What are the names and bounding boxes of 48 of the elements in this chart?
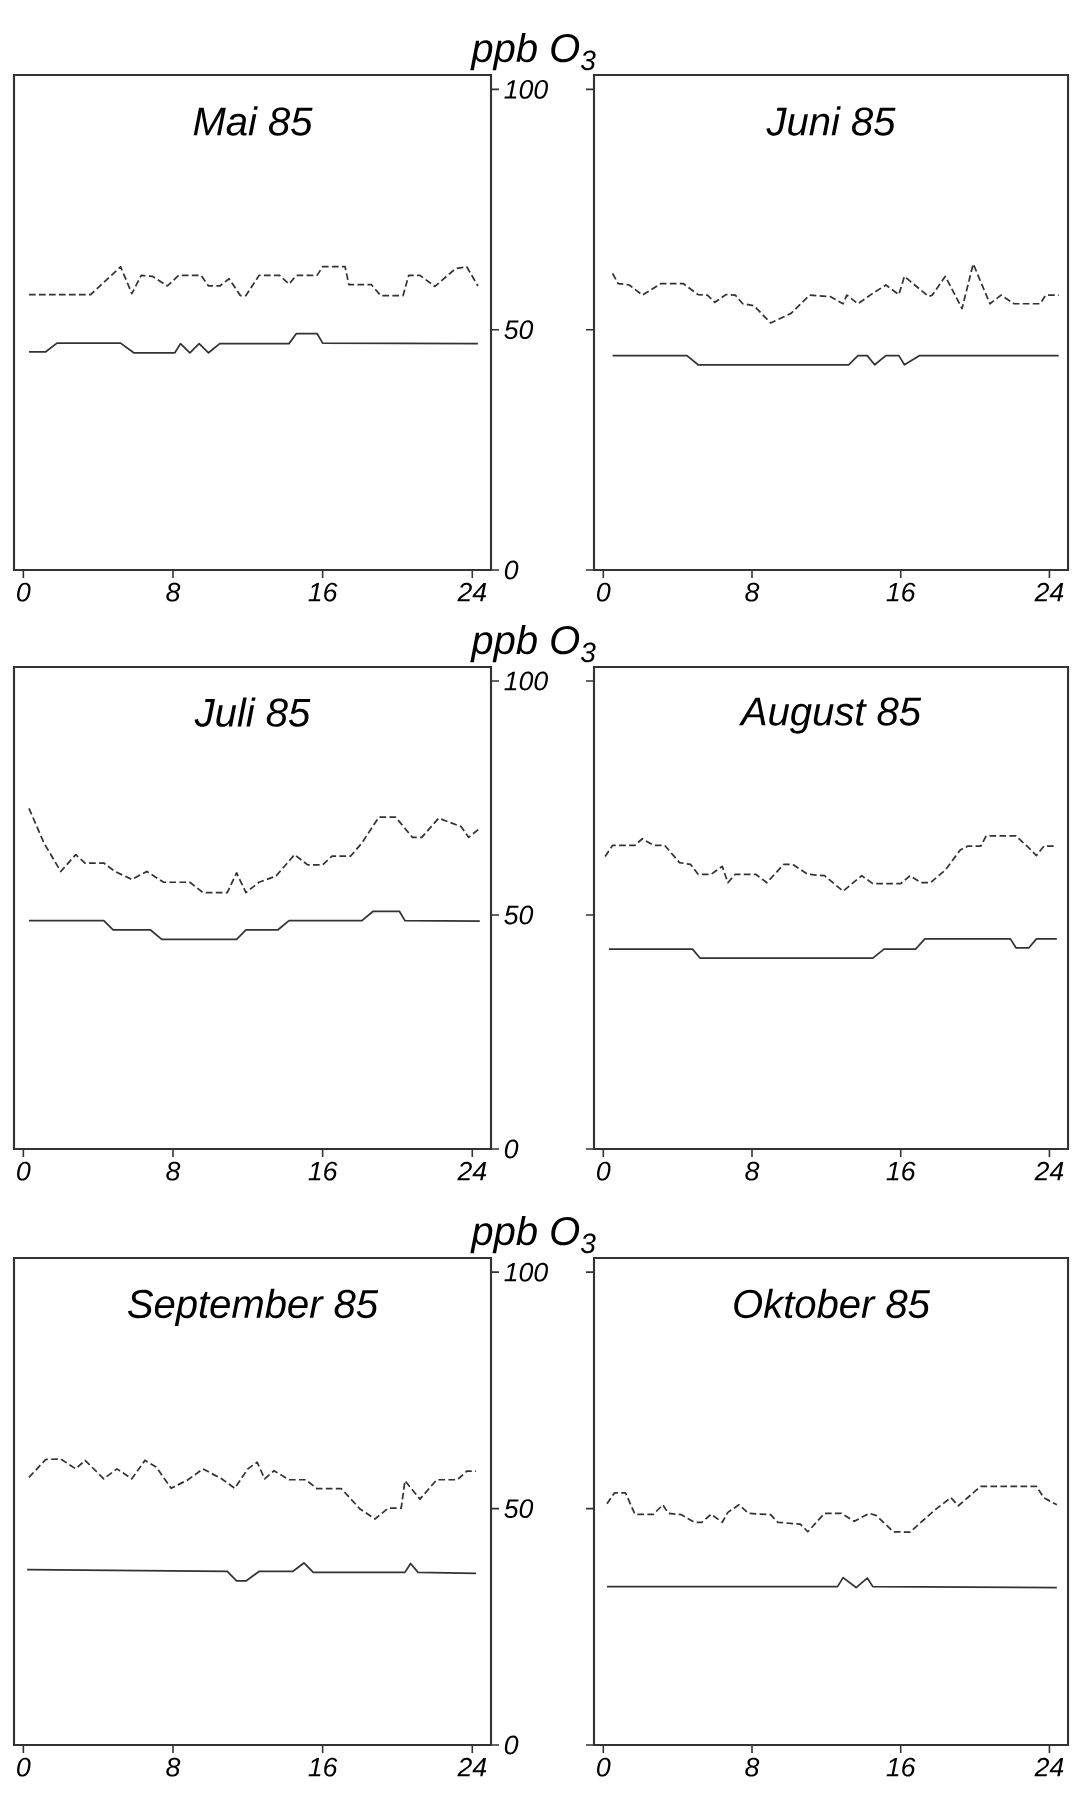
- y-tick-label: 50: [504, 905, 534, 925]
- x-tick-label: 16: [308, 1757, 338, 1777]
- y-tick-label: 100: [504, 79, 548, 99]
- y-tick-label: 0: [504, 1735, 519, 1755]
- text: August 85: [738, 697, 922, 734]
- x-tick-label: 0: [597, 1161, 611, 1181]
- text: Juni 85: [766, 106, 896, 136]
- x-tick-label: 16: [308, 582, 338, 602]
- x-tick-label: 8: [745, 1757, 760, 1777]
- y-axis-title: ppb O$_{3}$: [470, 32, 596, 71]
- x-tick-label: 0: [17, 1757, 31, 1777]
- y-axis-title: ppb O$_{3}$: [470, 624, 596, 663]
- line-series: [28, 265, 479, 297]
- line-series: [28, 1458, 477, 1520]
- x-tick-label: 0: [597, 582, 611, 602]
- line-series: [28, 807, 481, 894]
- x-tick-label: 8: [166, 1757, 181, 1777]
- x-tick-label: 16: [886, 1757, 916, 1777]
- line-series: [28, 910, 481, 941]
- line-series: [28, 332, 479, 354]
- line-series: [26, 1562, 477, 1582]
- x-tick-label: 8: [745, 1161, 760, 1181]
- x-tick-label: 0: [17, 582, 31, 602]
- y-tick-label: 50: [504, 320, 534, 340]
- y-tick-label: 0: [504, 1139, 519, 1159]
- x-tick-label: 24: [1034, 582, 1064, 602]
- y-axis-title: ppb O$_{3}$: [470, 1215, 596, 1254]
- x-tick-label: 24: [1034, 1757, 1064, 1777]
- x-tick-label: 24: [457, 1757, 487, 1777]
- y-tick-label: 0: [504, 560, 519, 580]
- x-tick-label: 0: [597, 1757, 611, 1777]
- y-tick-label: 100: [504, 1262, 548, 1282]
- text: Juli 85: [194, 697, 311, 727]
- x-tick-label: 8: [166, 582, 181, 602]
- text: Oktober 85: [734, 1288, 931, 1319]
- x-tick-label: 16: [308, 1161, 338, 1181]
- x-tick-label: 24: [1034, 1161, 1064, 1181]
- x-tick-label: 16: [886, 582, 916, 602]
- x-tick-label: 0: [17, 1161, 31, 1181]
- text: Mai 85: [193, 106, 313, 136]
- x-tick-label: 24: [457, 582, 487, 602]
- y-tick-label: 50: [504, 1499, 534, 1519]
- x-tick-label: 8: [745, 582, 760, 602]
- text: September 85: [127, 1288, 379, 1327]
- x-tick-label: 8: [166, 1161, 181, 1181]
- x-tick-label: 16: [886, 1161, 916, 1181]
- x-tick-label: 24: [457, 1161, 487, 1181]
- y-tick-label: 100: [504, 671, 548, 691]
